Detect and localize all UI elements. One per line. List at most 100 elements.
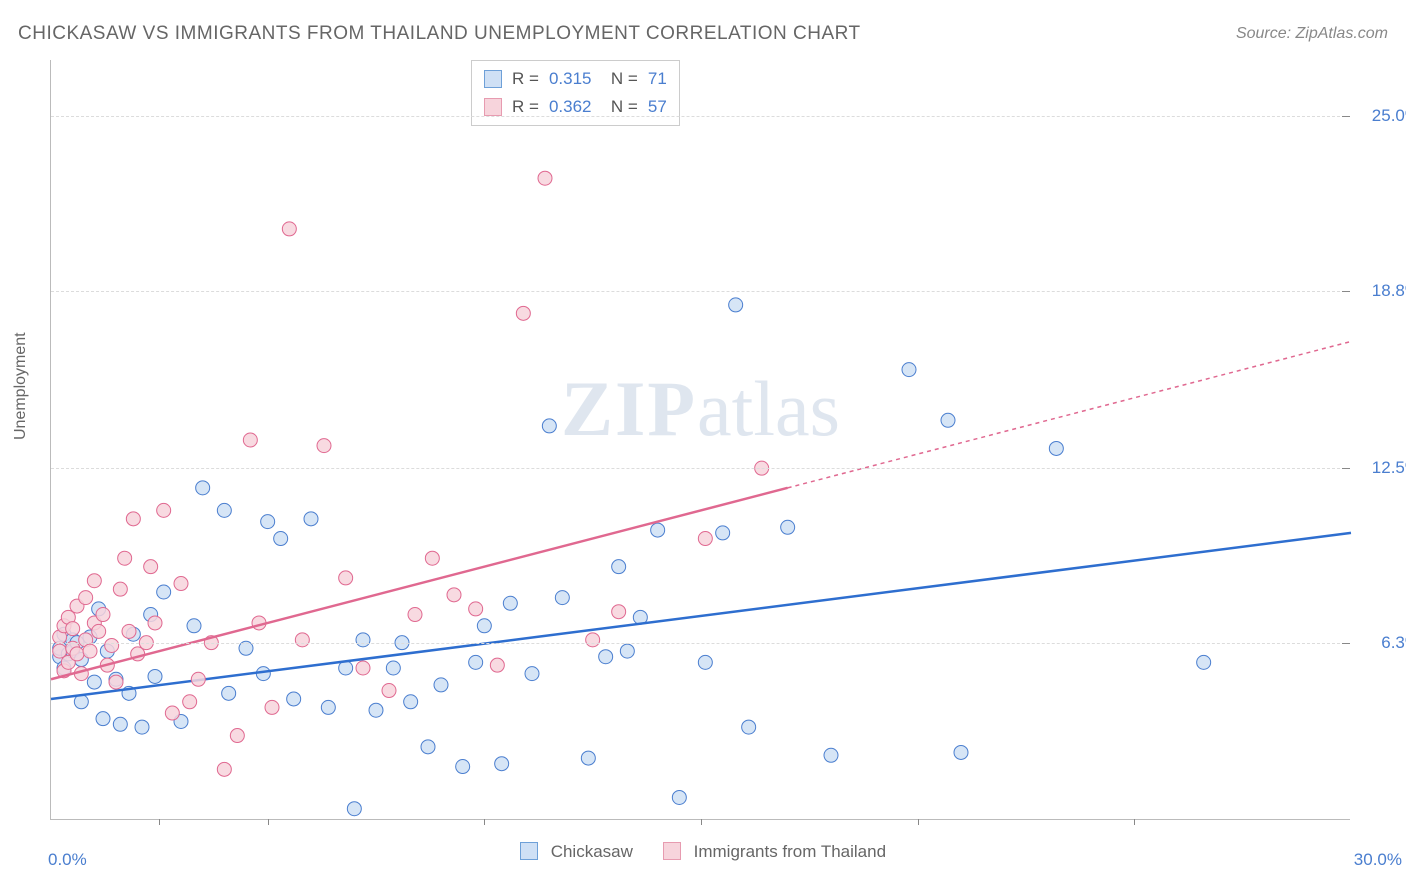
gridline	[51, 291, 1350, 292]
scatter-point	[447, 588, 461, 602]
scatter-point	[824, 748, 838, 762]
legend-item: Immigrants from Thailand	[663, 842, 886, 862]
y-tick	[1342, 291, 1350, 292]
stats-swatch	[484, 70, 502, 88]
scatter-point	[230, 729, 244, 743]
scatter-point	[408, 608, 422, 622]
scatter-point	[347, 802, 361, 816]
legend-swatch	[520, 842, 538, 860]
scatter-point	[118, 551, 132, 565]
stats-R-value: 0.315	[549, 69, 592, 89]
scatter-point	[165, 706, 179, 720]
scatter-point	[243, 433, 257, 447]
scatter-point	[386, 661, 400, 675]
x-tick	[701, 819, 702, 825]
stats-row: R = 0.315 N = 71	[484, 65, 667, 93]
scatter-point	[191, 672, 205, 686]
source-label: Source: ZipAtlas.com	[1236, 25, 1388, 43]
scatter-point	[672, 790, 686, 804]
plot-area: ZIPatlas R = 0.315 N = 71 R = 0.362 N = …	[50, 60, 1350, 820]
y-axis-label: 6.3%	[1360, 633, 1406, 653]
scatter-point	[456, 760, 470, 774]
scatter-point	[503, 596, 517, 610]
stats-swatch	[484, 98, 502, 116]
y-axis-label: 25.0%	[1360, 106, 1406, 126]
plot-svg	[51, 60, 1350, 819]
chart-container: CHICKASAW VS IMMIGRANTS FROM THAILAND UN…	[0, 0, 1406, 892]
legend-label: Immigrants from Thailand	[694, 842, 886, 861]
stats-N-value: 57	[648, 97, 667, 117]
scatter-point	[222, 686, 236, 700]
stats-R-label: R =	[512, 97, 539, 117]
scatter-point	[742, 720, 756, 734]
scatter-point	[542, 419, 556, 433]
x-tick	[1134, 819, 1135, 825]
scatter-point	[96, 608, 110, 622]
scatter-point	[382, 684, 396, 698]
scatter-point	[612, 560, 626, 574]
scatter-point	[356, 661, 370, 675]
scatter-point	[144, 560, 158, 574]
scatter-point	[83, 644, 97, 658]
stats-N-value: 71	[648, 69, 667, 89]
scatter-point	[79, 591, 93, 605]
y-axis-label: 18.8%	[1360, 281, 1406, 301]
y-axis-label: 12.5%	[1360, 458, 1406, 478]
scatter-point	[174, 577, 188, 591]
stats-R-label: R =	[512, 69, 539, 89]
scatter-point	[716, 526, 730, 540]
scatter-point	[70, 647, 84, 661]
scatter-point	[217, 503, 231, 517]
scatter-point	[620, 644, 634, 658]
series-legend: Chickasaw Immigrants from Thailand	[0, 842, 1406, 862]
scatter-point	[92, 624, 106, 638]
scatter-point	[261, 515, 275, 529]
scatter-point	[581, 751, 595, 765]
trend-line	[51, 533, 1351, 699]
scatter-point	[122, 624, 136, 638]
scatter-point	[339, 571, 353, 585]
scatter-point	[105, 638, 119, 652]
stats-R-value: 0.362	[549, 97, 592, 117]
scatter-point	[941, 413, 955, 427]
scatter-point	[157, 585, 171, 599]
scatter-point	[282, 222, 296, 236]
scatter-point	[421, 740, 435, 754]
scatter-point	[555, 591, 569, 605]
scatter-point	[586, 633, 600, 647]
scatter-point	[148, 669, 162, 683]
scatter-point	[698, 655, 712, 669]
scatter-point	[369, 703, 383, 717]
scatter-point	[781, 520, 795, 534]
scatter-point	[183, 695, 197, 709]
scatter-point	[612, 605, 626, 619]
scatter-point	[729, 298, 743, 312]
scatter-point	[96, 712, 110, 726]
gridline	[51, 643, 1350, 644]
y-tick	[1342, 468, 1350, 469]
scatter-point	[113, 582, 127, 596]
scatter-point	[469, 655, 483, 669]
scatter-point	[321, 700, 335, 714]
legend-swatch	[663, 842, 681, 860]
stats-N-label: N =	[601, 69, 637, 89]
scatter-point	[434, 678, 448, 692]
scatter-point	[113, 717, 127, 731]
scatter-point	[599, 650, 613, 664]
scatter-point	[698, 532, 712, 546]
x-tick	[159, 819, 160, 825]
scatter-point	[516, 306, 530, 320]
scatter-point	[538, 171, 552, 185]
scatter-point	[287, 692, 301, 706]
y-tick	[1342, 116, 1350, 117]
scatter-point	[126, 512, 140, 526]
legend-item: Chickasaw	[520, 842, 633, 862]
scatter-point	[317, 439, 331, 453]
scatter-point	[265, 700, 279, 714]
scatter-point	[525, 667, 539, 681]
scatter-point	[196, 481, 210, 495]
scatter-point	[490, 658, 504, 672]
scatter-point	[356, 633, 370, 647]
scatter-point	[87, 574, 101, 588]
gridline	[51, 468, 1350, 469]
